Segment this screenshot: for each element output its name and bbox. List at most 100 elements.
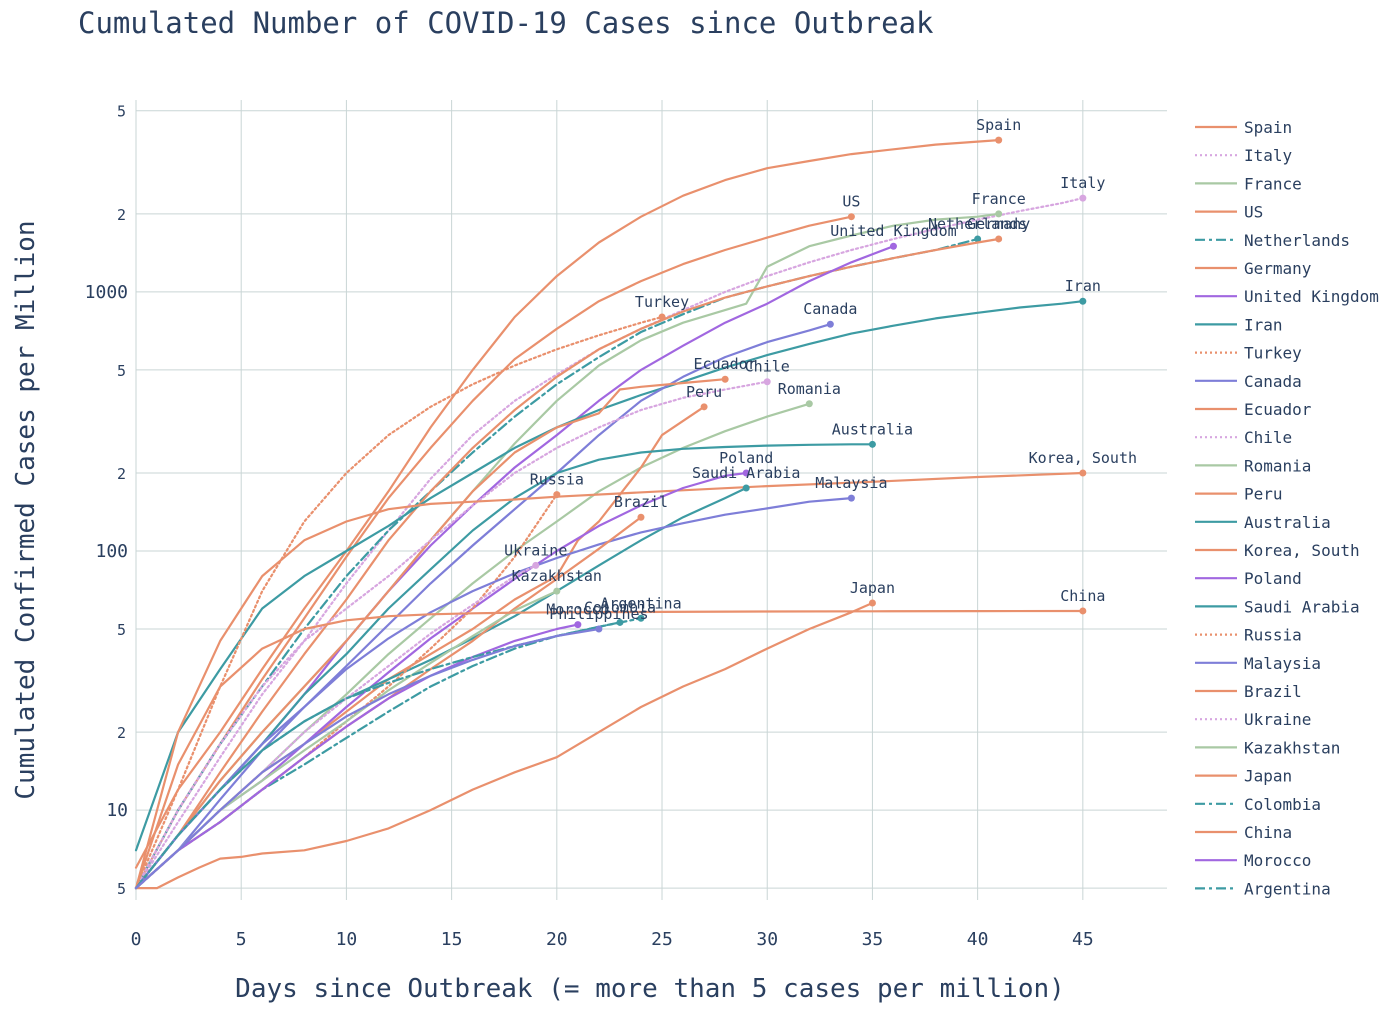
legend-item[interactable]: Romania [1195, 456, 1311, 475]
legend-item[interactable]: Turkey [1195, 344, 1302, 363]
series-end-label: Chile [745, 358, 790, 376]
legend-item[interactable]: Australia [1195, 513, 1331, 532]
series-line[interactable] [134, 197, 1084, 890]
legend-item[interactable]: Peru [1195, 485, 1283, 504]
legend-item[interactable]: Brazil [1195, 682, 1302, 701]
series-end-point[interactable] [595, 625, 603, 633]
legend-item[interactable]: Korea, South [1195, 541, 1360, 560]
series-end-point[interactable] [574, 621, 582, 629]
series-end-point[interactable] [637, 614, 645, 622]
x-tick-label: 30 [756, 929, 778, 950]
x-tick-label: 10 [336, 929, 358, 950]
series-end-point[interactable] [847, 213, 855, 221]
series-line[interactable] [134, 378, 727, 890]
series-end-point[interactable] [700, 403, 708, 411]
series-end-label: China [1060, 587, 1105, 605]
legend-item[interactable]: France [1195, 174, 1302, 193]
y-tick-label: 5 [117, 621, 126, 639]
series-end-point[interactable] [889, 242, 897, 250]
legend-label: Canada [1244, 372, 1302, 391]
legend-item[interactable]: Kazakhstan [1195, 738, 1340, 757]
series-end-point[interactable] [847, 494, 855, 502]
series-end-point[interactable] [742, 469, 750, 477]
series-line[interactable] [134, 139, 1000, 869]
legend-item[interactable]: United Kingdom [1195, 287, 1379, 306]
series-end-label: Turkey [635, 293, 689, 311]
series-line[interactable] [134, 471, 1084, 890]
series-end-point[interactable] [826, 320, 834, 328]
series-end-point[interactable] [1079, 297, 1087, 305]
legend-item[interactable]: China [1195, 823, 1292, 842]
series-line[interactable] [134, 237, 1000, 890]
legend-item[interactable]: Chile [1195, 428, 1292, 447]
series-end-point[interactable] [995, 210, 1003, 218]
series-end-label: Ecuador [694, 355, 757, 373]
legend-item[interactable]: Ecuador [1195, 400, 1312, 419]
series-line[interactable] [134, 497, 853, 890]
legend-label: Romania [1244, 456, 1311, 475]
legend-item[interactable]: Russia [1195, 626, 1302, 645]
series-end-label: Japan [850, 579, 895, 597]
legend-item[interactable]: Canada [1195, 372, 1302, 391]
series-end-label: United Kingdom [830, 222, 956, 240]
series-end-point[interactable] [553, 491, 561, 499]
legend-label: Germany [1244, 259, 1312, 278]
series-end-point[interactable] [995, 235, 1003, 243]
series-end-label: Canada [803, 300, 857, 318]
legend-item[interactable]: Germany [1195, 259, 1312, 278]
series-end-point[interactable] [763, 378, 771, 386]
series-end-point[interactable] [868, 440, 876, 448]
series-end-point[interactable] [532, 561, 540, 569]
series-line[interactable] [134, 621, 621, 890]
series-end-point[interactable] [1079, 194, 1087, 202]
legend-label: Italy [1244, 146, 1293, 165]
legend-item[interactable]: Netherlands [1195, 231, 1350, 250]
series-line[interactable] [134, 300, 1084, 852]
legend-item[interactable]: US [1195, 203, 1263, 222]
series-end-point[interactable] [721, 375, 729, 383]
series-end-point[interactable] [995, 136, 1003, 144]
legend-item[interactable]: Argentina [1195, 879, 1331, 898]
series-line[interactable] [134, 443, 874, 890]
series-end-point[interactable] [637, 513, 645, 521]
series-line[interactable] [134, 601, 874, 890]
legend-item[interactable]: Morocco [1195, 851, 1311, 870]
legend[interactable]: Spain Italy France US Netherlands Germany Unit… [1195, 118, 1379, 898]
legend-item[interactable]: Ukraine [1195, 710, 1311, 729]
legend-label: US [1244, 203, 1263, 222]
series-end-point[interactable] [742, 484, 750, 492]
legend-item[interactable]: Iran [1195, 315, 1283, 334]
series-end-point[interactable] [805, 400, 813, 408]
series-line[interactable] [134, 215, 853, 890]
legend-item[interactable]: Poland [1195, 569, 1302, 588]
series-line[interactable] [134, 315, 664, 890]
legend-label: Spain [1244, 118, 1292, 137]
legend-item[interactable]: Colombia [1195, 795, 1321, 814]
series-line[interactable] [134, 623, 579, 890]
series-end-label: Morocco [546, 601, 609, 619]
series-end-point[interactable] [974, 235, 982, 243]
series-end-label: US [842, 193, 860, 211]
series-line[interactable] [134, 323, 832, 890]
series-end-label: Spain [976, 116, 1021, 134]
legend-item[interactable]: Italy [1195, 146, 1293, 165]
series-line[interactable] [134, 627, 600, 890]
series-end-point[interactable] [553, 587, 561, 595]
series-end-point[interactable] [1079, 469, 1087, 477]
legend-item[interactable]: Saudi Arabia [1195, 597, 1360, 616]
grid [135, 100, 1167, 900]
series-line[interactable] [134, 609, 1084, 890]
legend-item[interactable]: Malaysia [1195, 654, 1321, 673]
series-line[interactable] [134, 486, 748, 890]
series-end-point[interactable] [868, 599, 876, 607]
legend-label: Brazil [1244, 682, 1302, 701]
series-line[interactable] [134, 380, 769, 890]
legend-label: Korea, South [1244, 541, 1360, 560]
x-tick-label: 35 [862, 929, 884, 950]
legend-item[interactable]: Japan [1195, 767, 1292, 786]
legend-label: China [1244, 823, 1292, 842]
series-end-point[interactable] [658, 313, 666, 321]
series-end-label: Poland [719, 449, 773, 467]
series-end-point[interactable] [1079, 607, 1087, 615]
legend-item[interactable]: Spain [1195, 118, 1292, 137]
